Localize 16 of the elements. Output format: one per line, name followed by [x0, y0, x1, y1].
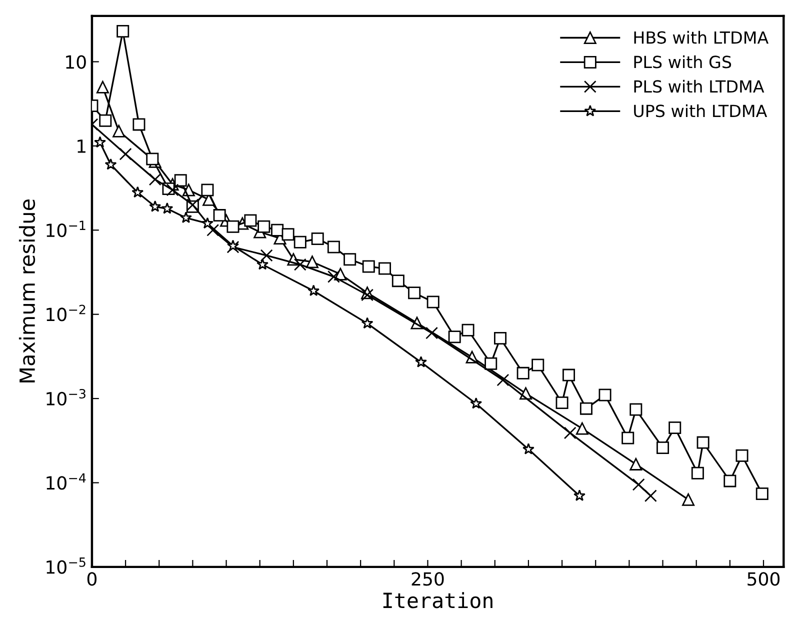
y-tick-label: 10$^{−3}$	[46, 388, 86, 406]
y-tick-label: 1	[78, 140, 86, 153]
x-tick-label: 500	[748, 572, 780, 586]
x-tick-label: 0	[87, 572, 97, 586]
y-tick-label: 10	[66, 55, 86, 69]
legend-label: PLS with GS	[634, 55, 732, 68]
legend-label: UPS with LTDMA	[634, 104, 768, 118]
legend-label: PLS with LTDMA	[634, 80, 764, 93]
y-tick-label: 10$^{−5}$	[46, 558, 86, 574]
legend-label: HBS with LTDMA	[634, 30, 769, 44]
x-tick-label: 250	[412, 572, 444, 586]
y-axis-title: Maximum residue	[18, 200, 36, 382]
x-axis-title: Iteration	[383, 592, 492, 608]
y-tick-label: 10$^{−2}$	[46, 304, 86, 322]
y-tick-label: 10$^{−4}$	[46, 473, 86, 490]
y-tick-label: 10$^{−1}$	[46, 220, 86, 238]
